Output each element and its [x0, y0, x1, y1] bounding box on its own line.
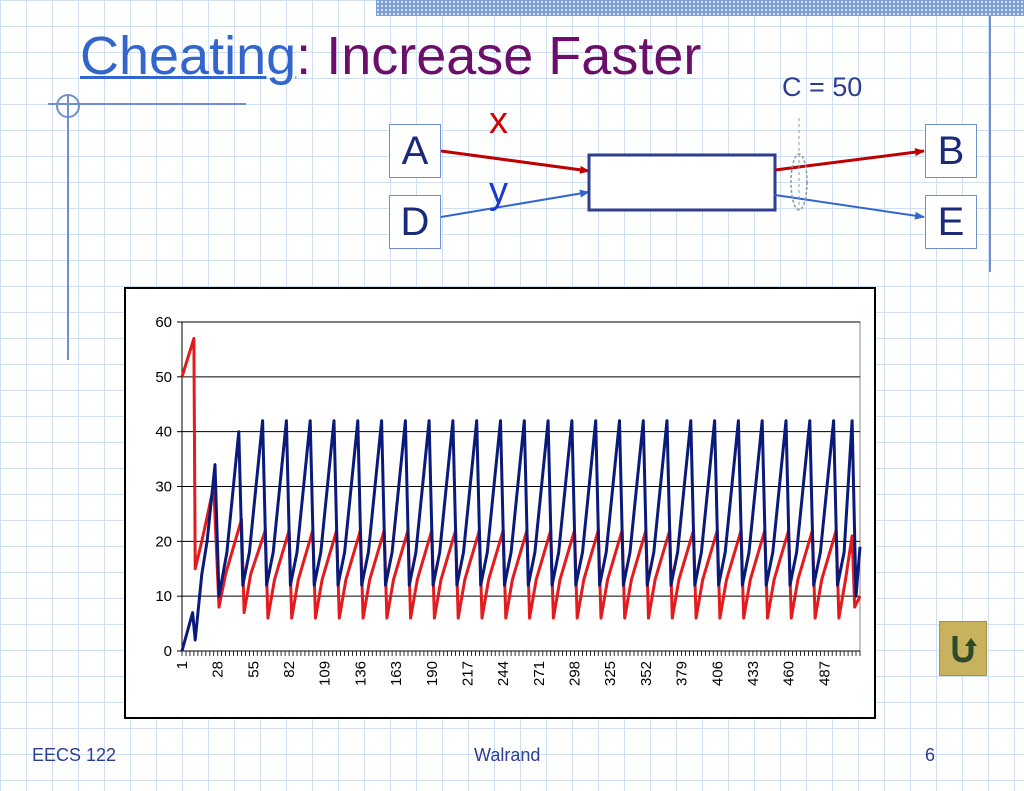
x-tick-label-433: 433	[745, 661, 762, 686]
node-e: E	[925, 195, 977, 249]
x-tick-label-298: 298	[567, 661, 584, 686]
x-tick-label-460: 460	[781, 661, 798, 686]
capacity-ellipse	[790, 153, 808, 211]
y-tick-label-0: 0	[164, 643, 172, 660]
capacity-label: C = 50	[782, 72, 863, 102]
y-tick-label-30: 30	[155, 479, 172, 496]
flow-y-in-arrow	[440, 189, 590, 218]
x-tick-label-379: 379	[674, 661, 691, 686]
node-d: D	[389, 195, 441, 249]
footer-page-number: 6	[925, 745, 936, 765]
chart-frame: 0 10 20 30 40 50 60 1 28 55 82 109 136 163 190 217 244 27…	[124, 287, 876, 719]
y-tick-label-60: 60	[155, 314, 172, 331]
flow-y-label: y	[489, 170, 508, 212]
title-link-cheating[interactable]: Cheating	[80, 26, 297, 86]
flow-x-in-arrow	[440, 149, 590, 174]
x-tick-label-217: 217	[460, 661, 477, 686]
flow-y-out-arrow	[774, 194, 925, 220]
y-tick-label-20: 20	[155, 533, 172, 550]
series-line-2	[180, 419, 862, 652]
title-text: Increase Faster	[311, 26, 702, 86]
x-tick-label-406: 406	[709, 661, 726, 686]
x-tick-label-190: 190	[424, 661, 441, 686]
footer-author: Walrand	[474, 745, 541, 765]
flow-x-label: x	[489, 100, 508, 142]
x-tick-label-136: 136	[352, 661, 369, 686]
flow-x-out-arrow	[774, 148, 925, 172]
x-tick-label-28: 28	[210, 661, 227, 678]
x-tick-label-163: 163	[388, 661, 405, 686]
node-b: B	[925, 124, 977, 178]
left-decorative-line	[67, 96, 69, 360]
x-tick-label-82: 82	[281, 661, 298, 678]
return-arrow-icon	[952, 635, 977, 663]
back-button[interactable]	[939, 621, 987, 676]
x-tick-label-325: 325	[602, 661, 619, 686]
x-tick-label-244: 244	[495, 661, 512, 686]
x-minor-ticks	[181, 651, 861, 656]
bottleneck-link-box	[587, 153, 777, 212]
crosshair-circle-decoration	[56, 94, 80, 118]
x-tick-label-109: 109	[317, 661, 334, 686]
rate-chart: 0 10 20 30 40 50 60 1 28 55 82 109 136 163 190 217 244 27…	[155, 314, 862, 686]
slide-title: Cheating: Increase Faster	[80, 24, 701, 88]
title-colon: :	[296, 26, 312, 86]
y-tick-label-40: 40	[155, 424, 172, 441]
network-diagram	[440, 118, 925, 220]
node-a: A	[389, 124, 441, 178]
x-tick-label-1: 1	[174, 661, 191, 669]
y-tick-label-50: 50	[155, 369, 172, 386]
x-tick-label-271: 271	[531, 661, 548, 686]
x-tick-label-55: 55	[245, 661, 262, 678]
footer-course: EECS 122	[32, 745, 117, 765]
y-tick-label-10: 10	[155, 588, 172, 605]
right-decorative-line	[989, 16, 991, 272]
x-tick-label-487: 487	[816, 661, 833, 686]
top-decorative-band	[376, 0, 1024, 16]
title-underline-decoration	[48, 103, 246, 105]
x-tick-label-352: 352	[638, 661, 655, 686]
